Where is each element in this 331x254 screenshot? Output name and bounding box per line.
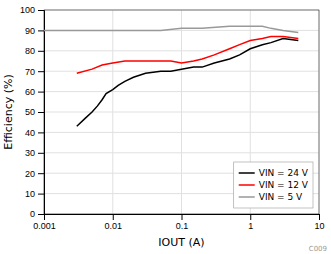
y-tick-mark (38, 30, 44, 31)
legend-swatch (239, 184, 255, 186)
y-tick: 90 (25, 26, 44, 36)
x-tick-label: 0.1 (176, 221, 189, 231)
y-tick: 10 (25, 189, 44, 199)
y-tick-label: 50 (25, 107, 35, 117)
grid-line-y (44, 112, 319, 113)
legend-item: VIN = 24 V (239, 168, 309, 178)
x-tick-mark (250, 214, 251, 220)
grid-line-y (44, 91, 319, 92)
y-tick: 70 (25, 67, 44, 77)
y-tick: 100 (20, 5, 44, 15)
x-tick: 0.1 (176, 214, 189, 231)
legend-item: VIN = 5 V (239, 192, 303, 202)
x-tick: 1 (248, 214, 253, 231)
legend-label: VIN = 24 V (259, 168, 309, 178)
y-tick: 50 (25, 107, 44, 117)
y-tick-mark (38, 51, 44, 52)
series-line (77, 37, 299, 74)
y-tick-mark (38, 194, 44, 195)
x-tick-label: 1 (248, 221, 253, 231)
x-tick: 0.01 (104, 214, 122, 231)
y-axis-line (38, 11, 45, 215)
series-line (44, 26, 298, 32)
y-tick-mark (38, 92, 44, 93)
y-tick: 80 (25, 46, 44, 56)
y-tick: 60 (25, 87, 44, 97)
grid (44, 10, 319, 214)
y-tick: 40 (25, 128, 44, 138)
x-tick-label: 0.001 (33, 221, 56, 231)
x-tick: 0.001 (33, 214, 56, 231)
series-line (77, 39, 299, 127)
x-tick-mark (319, 214, 320, 220)
legend-item: VIN = 12 V (239, 180, 309, 190)
plot-frame (44, 10, 319, 214)
legend: VIN = 24 V VIN = 12 V VIN = 5 V (234, 162, 313, 208)
x-axis: 0.001 0.01 0.1 1 10 (33, 214, 324, 231)
y-axis-title: Efficiency (%) (2, 74, 15, 150)
y-tick-label: 10 (25, 189, 35, 199)
x-axis-title: IOUT (A) (158, 236, 204, 249)
grid-line-y (44, 152, 319, 153)
x-axis-line (45, 215, 320, 221)
y-tick: 20 (25, 169, 44, 179)
lines (44, 26, 298, 126)
y-tick: 30 (25, 148, 44, 158)
y-tick-label: 70 (25, 67, 35, 77)
y-tick-label: 20 (25, 169, 35, 179)
annotation: C009 (309, 245, 327, 253)
legend-swatch (239, 196, 255, 198)
y-tick-label: 60 (25, 87, 35, 97)
x-tick: 10 (314, 214, 324, 231)
legend-swatch (239, 172, 255, 174)
y-tick-mark (38, 71, 44, 72)
x-tick-label: 0.01 (104, 221, 122, 231)
y-tick-mark (38, 173, 44, 174)
y-tick-label: 90 (25, 26, 35, 36)
y-tick-label: 40 (25, 128, 35, 138)
plot: 0.0010.010.11100102030405060708090100VIN… (20, 5, 325, 231)
x-tick-label: 10 (314, 221, 324, 231)
y-tick-label: 30 (25, 148, 35, 158)
y-tick-label: 100 (20, 5, 35, 15)
y-tick-mark (38, 10, 44, 11)
y-tick-mark (38, 132, 44, 133)
y-tick-mark (38, 153, 44, 154)
y-tick-label: 80 (25, 46, 35, 56)
legend-label: VIN = 5 V (259, 192, 303, 202)
legend-frame (234, 162, 313, 208)
y-tick-mark (38, 112, 44, 113)
chart: 0.0010.010.11100102030405060708090100VIN… (0, 0, 331, 254)
legend-label: VIN = 12 V (259, 180, 309, 190)
x-tick-mark (182, 214, 183, 220)
y-tick-label: 0 (30, 209, 35, 219)
grid-line-y (44, 132, 319, 133)
y-tick-mark (38, 214, 44, 215)
grid-line-y (44, 50, 319, 51)
x-tick-mark (113, 214, 114, 220)
y-tick: 0 (30, 209, 44, 219)
y-axis: 0 10 20 30 40 50 60 70 80 90 100 (20, 5, 45, 219)
